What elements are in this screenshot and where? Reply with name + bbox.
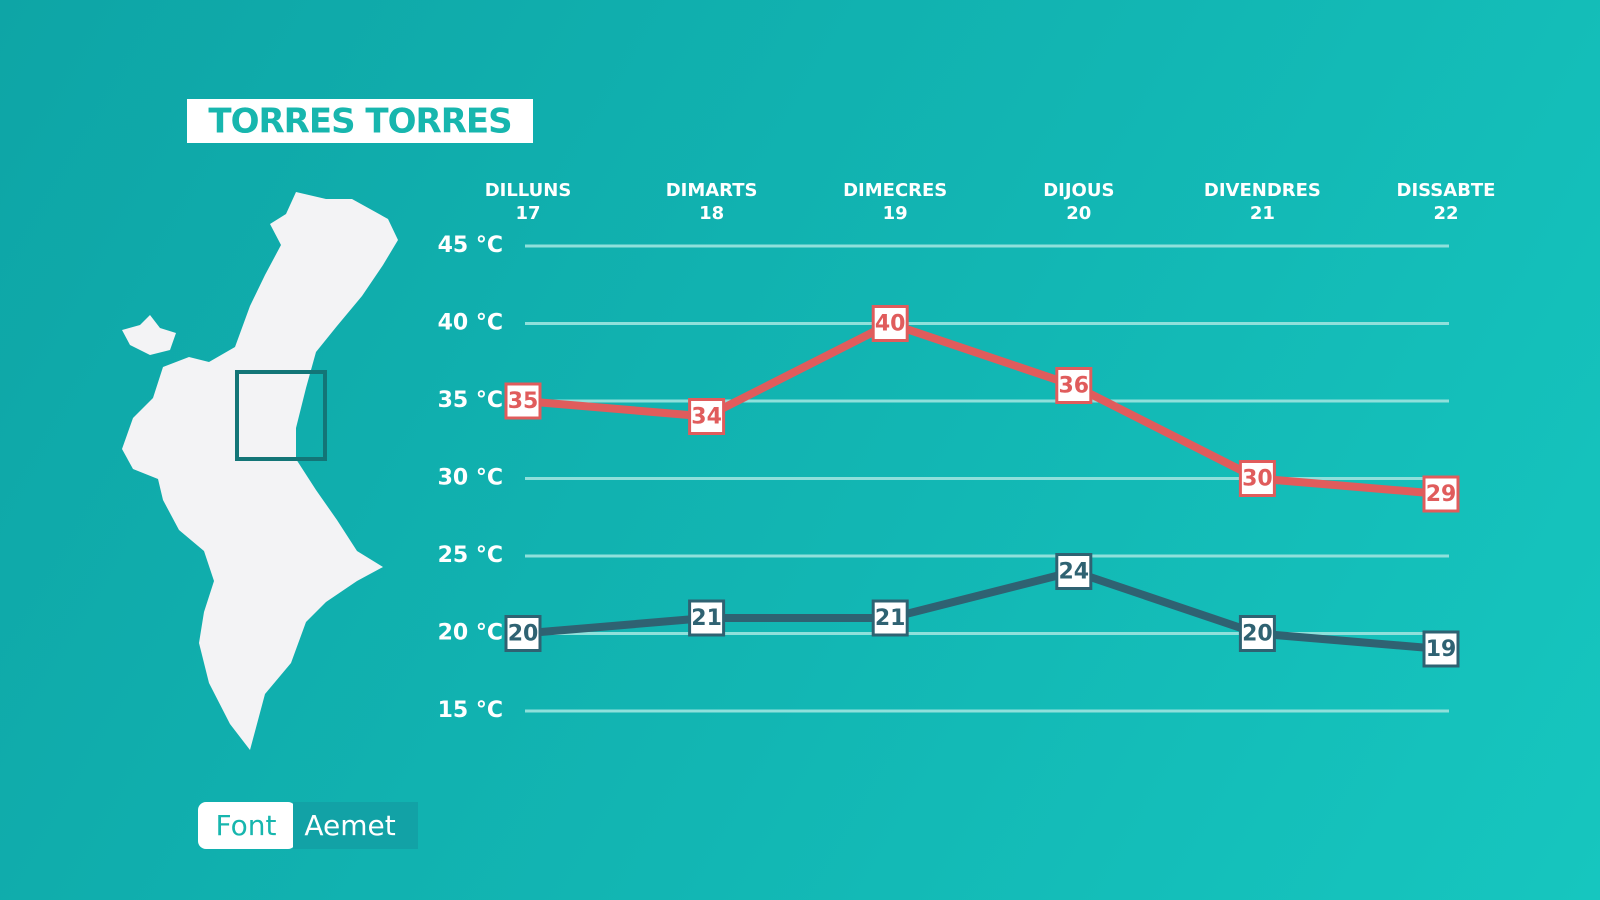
data-label: 20 [1242,622,1273,647]
data-label: 29 [1426,482,1457,507]
data-label: 35 [508,389,539,414]
map [122,192,398,750]
data-label: 21 [875,606,906,631]
data-marker [1238,615,1276,652]
x-tick-label: DISSABTE 22 [1397,180,1496,224]
x-tick-label: DIMECRES 19 [843,180,947,224]
y-tick-label: 25 °C [438,543,503,568]
data-marker [1055,367,1093,404]
source: Aemet [304,809,395,842]
data-marker [1238,460,1276,497]
x-tick-label: DIMARTS 18 [666,180,758,224]
x-tick-label: DIJOUS 20 [1043,180,1114,224]
x-tick-label: DIVENDRES 21 [1204,180,1321,224]
data-marker [688,398,726,435]
data-marker [871,305,909,342]
data-label: 21 [691,606,722,631]
y-tick-label: 20 °C [438,621,503,646]
data-label: 36 [1058,374,1089,399]
data-marker [1422,630,1460,668]
y-tick-label: 35 °C [438,388,503,413]
data-label: 40 [875,312,906,337]
line [522,567,1442,653]
data-marker [504,382,542,420]
source-label-box [198,802,296,849]
source-box [293,802,418,849]
data-label: 24 [1058,560,1089,585]
data-marker [688,599,726,637]
title-box [187,99,533,143]
data-marker [1055,553,1093,590]
data-label: 34 [691,405,722,430]
y-tick-label: 45 °C [438,233,503,258]
line [522,319,1442,498]
data-label: 19 [1426,637,1457,662]
source-label: Font [216,809,277,842]
data-label: 20 [508,622,539,647]
data-label: 30 [1242,467,1273,492]
x-tick-label: DILLUNS 17 [485,180,572,224]
chart-title: TORRES TORRES [208,102,511,142]
data-marker [1422,475,1460,513]
data-marker [871,599,909,637]
y-tick-label: 30 °C [438,466,503,491]
y-tick-label: 40 °C [438,311,503,336]
y-tick-label: 15 °C [438,698,503,723]
data-marker [504,615,542,652]
